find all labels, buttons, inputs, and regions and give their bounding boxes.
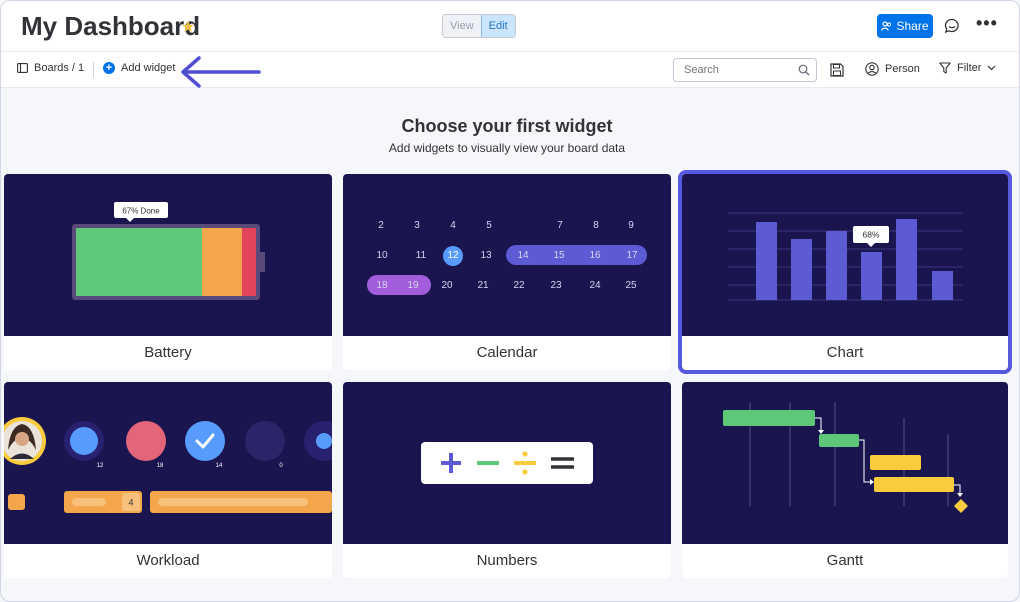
chart-bar [756, 222, 777, 300]
calendar-day: 25 [625, 280, 637, 291]
calendar-range-highlight [506, 245, 647, 265]
view-toggle-button[interactable]: View [443, 15, 481, 37]
person-icon [865, 62, 879, 76]
widget-picker-subtitle: Add widgets to visually view your board … [388, 141, 626, 155]
header-divider [1, 51, 1019, 52]
calendar-day: 9 [628, 220, 634, 231]
calendar-day: 24 [589, 280, 601, 291]
widget-label: Workload [136, 552, 200, 569]
save-icon[interactable] [830, 63, 844, 77]
battery-graphic: 67% Done [72, 202, 265, 300]
gantt-preview [682, 382, 1008, 544]
person-label: Person [885, 63, 920, 75]
chart-tooltip: 68% [862, 230, 879, 240]
filter-button[interactable]: Filter [939, 62, 996, 74]
calendar-day: 5 [486, 220, 492, 231]
widget-card-battery[interactable]: 67% Done Battery [4, 174, 332, 370]
share-icon [881, 21, 892, 31]
calendar-day: 13 [480, 250, 492, 261]
view-edit-toggle[interactable]: View Edit [442, 14, 516, 38]
calendar-preview: 2 3 4 5 7 8 9 10 11 12 13 14 15 16 17 18… [343, 174, 671, 336]
calendar-today-marker [443, 246, 463, 266]
chat-icon[interactable] [944, 18, 960, 34]
widget-card-calendar[interactable]: 2 3 4 5 7 8 9 10 11 12 13 14 15 16 17 18… [343, 174, 671, 370]
calendar-day: 15 [553, 250, 565, 261]
chart-bar [896, 219, 917, 300]
add-widget-label: Add widget [121, 62, 176, 74]
filter-icon [939, 62, 951, 74]
workload-count: 14 [216, 463, 223, 469]
widget-label: Calendar [476, 344, 538, 361]
workload-graphic: 12 18 14 0 4 [4, 417, 332, 513]
calendar-day: 23 [550, 280, 562, 291]
widget-label: Battery [144, 344, 192, 361]
widget-label: Chart [826, 344, 864, 361]
widget-card-workload[interactable]: 12 18 14 0 4 Workload [4, 382, 332, 578]
chart-bar [791, 239, 812, 300]
widget-card-chart[interactable]: 68% Chart [678, 170, 1012, 374]
calendar-range-highlight [367, 275, 431, 295]
person-filter-button[interactable]: Person [865, 62, 920, 76]
page-title: My Dashboard [21, 11, 201, 41]
share-button[interactable]: Share [877, 14, 933, 38]
calendar-day: 18 [376, 280, 388, 291]
battery-preview: 67% Done [4, 174, 332, 336]
filter-label: Filter [957, 62, 982, 74]
arrow-left-icon [181, 56, 261, 88]
add-widget-button[interactable]: + Add widget [103, 62, 175, 74]
calendar-day: 8 [593, 220, 599, 231]
edit-toggle-button[interactable]: Edit [480, 15, 515, 37]
calendar-day: 10 [376, 250, 388, 261]
calendar-day: 7 [557, 220, 563, 231]
boards-selector[interactable]: Boards / 1 [17, 62, 84, 74]
calendar-day: 2 [378, 220, 384, 231]
workload-count: 0 [279, 463, 283, 469]
widget-label: Numbers [476, 552, 538, 569]
calendar-day: 17 [626, 250, 638, 261]
widget-card-gantt[interactable]: Gantt [682, 382, 1008, 578]
toolbar: Boards / 1 + Add widget Person Filter [1, 52, 1019, 88]
widget-label: Gantt [826, 552, 864, 569]
toolbar-separator [93, 62, 94, 78]
star-icon[interactable]: ★ [181, 19, 196, 36]
calendar-day: 12 [447, 250, 459, 261]
widget-card-numbers[interactable]: Numbers [343, 382, 671, 578]
numbers-graphic [421, 442, 593, 484]
calendar-day: 16 [589, 250, 601, 261]
chevron-down-icon [988, 65, 996, 71]
search-input[interactable] [673, 58, 817, 82]
more-icon[interactable]: ••• [976, 13, 998, 33]
boards-icon [17, 63, 28, 73]
calendar-day: 21 [477, 280, 489, 291]
share-label: Share [896, 19, 929, 33]
workload-preview: 12 18 14 0 4 [4, 382, 332, 544]
calendar-day: 3 [414, 220, 420, 231]
numbers-preview [343, 382, 671, 544]
chart-preview: 68% [682, 174, 1008, 336]
plus-icon: + [103, 62, 115, 74]
widget-picker-title: Choose your first widget [401, 116, 613, 136]
workload-count: 12 [97, 463, 104, 469]
workload-count: 18 [157, 463, 164, 469]
workload-bar-number: 4 [128, 498, 133, 508]
calendar-day: 14 [517, 250, 529, 261]
calendar-day: 20 [441, 280, 453, 291]
gantt-graphic [723, 402, 968, 513]
boards-label: Boards / 1 [34, 62, 85, 74]
calendar-day: 19 [407, 280, 419, 291]
battery-tooltip: 67% Done [122, 207, 160, 216]
chart-bar [826, 231, 847, 300]
header-bar: My Dashboard ★ View Edit Share ••• [1, 1, 1019, 51]
calendar-day: 22 [513, 280, 525, 291]
search-icon[interactable] [798, 64, 810, 76]
chart-graphic: 68% [728, 212, 963, 301]
chart-bar [861, 252, 882, 300]
calendar-day: 4 [450, 220, 456, 231]
calendar-day: 11 [415, 250, 427, 261]
chart-bar [932, 271, 953, 300]
